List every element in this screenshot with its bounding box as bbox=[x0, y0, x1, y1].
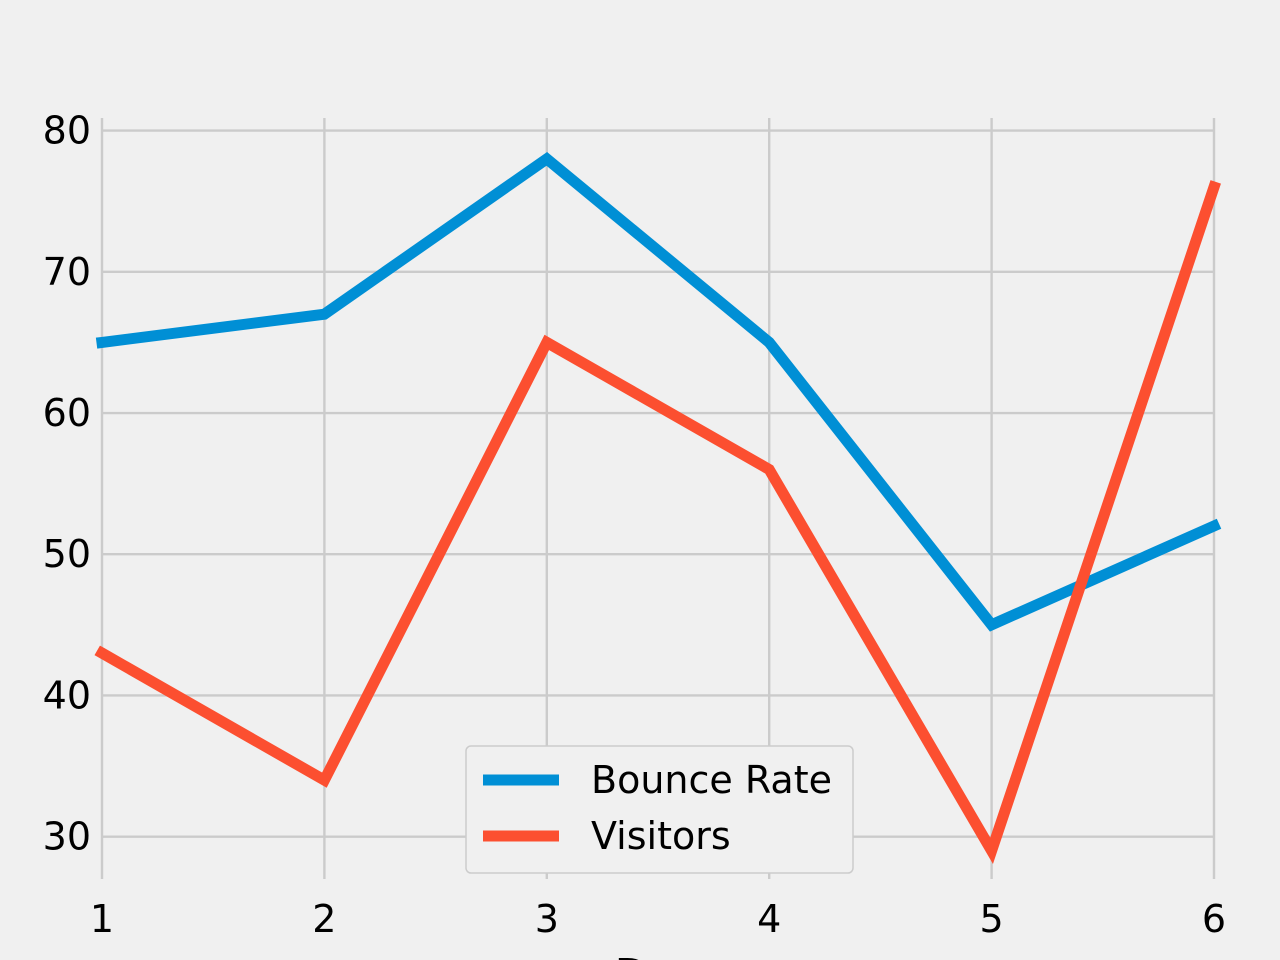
series-line-visitors bbox=[94, 180, 1221, 865]
y-tick-label-50: 50 bbox=[43, 532, 91, 576]
tick-labels: 30 40 50 60 70 80 1 2 3 4 5 6 bbox=[43, 109, 1226, 941]
y-tick-label-60: 60 bbox=[43, 391, 91, 435]
series-line-bounce-rate bbox=[95, 151, 1222, 632]
x-tick-label-5: 5 bbox=[980, 897, 1004, 941]
legend-box bbox=[465, 745, 854, 874]
y-tick-label-70: 70 bbox=[43, 250, 91, 294]
x-tick-label-4: 4 bbox=[757, 897, 781, 941]
legend: Bounce Rate Visitors bbox=[465, 745, 854, 874]
legend-label-visitors: Visitors bbox=[591, 814, 731, 858]
x-tick-label-3: 3 bbox=[535, 897, 559, 941]
x-tick-label-6: 6 bbox=[1202, 897, 1226, 941]
x-tick-label-1: 1 bbox=[90, 897, 114, 941]
x-tick-label-2: 2 bbox=[312, 897, 336, 941]
y-tick-label-40: 40 bbox=[43, 673, 91, 717]
legend-label-bounce-rate: Bounce Rate bbox=[591, 758, 832, 802]
x-axis-title: Day bbox=[615, 950, 702, 960]
y-tick-label-30: 30 bbox=[43, 815, 91, 859]
series-lines bbox=[94, 151, 1222, 865]
y-tick-label-80: 80 bbox=[43, 109, 91, 153]
